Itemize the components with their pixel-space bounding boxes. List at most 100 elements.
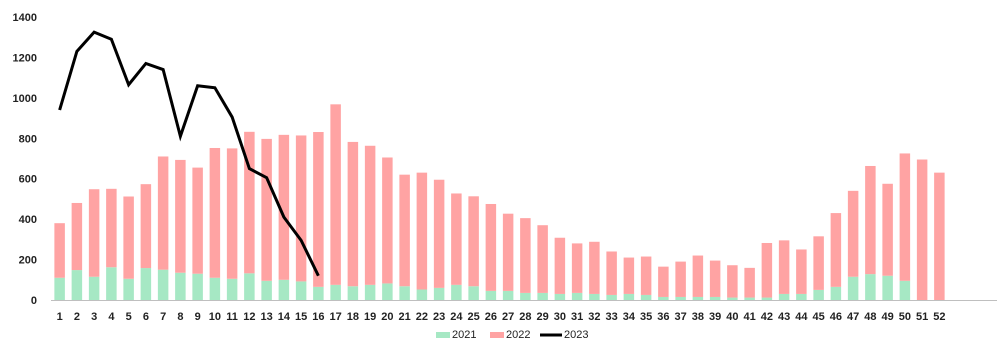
bar-2021-week-35 xyxy=(640,294,652,300)
bar-2021-week-27 xyxy=(502,290,514,300)
bar-2021-week-5 xyxy=(123,278,134,300)
bar-2021-week-37 xyxy=(675,296,686,300)
y-axis-ticks: 0 200 400 600 800 1000 1200 1400 xyxy=(13,12,37,307)
bar-2021-week-17 xyxy=(330,284,341,300)
bar-2022-week-24 xyxy=(451,193,462,285)
bar-2022-week-47 xyxy=(847,190,859,277)
bar-2021-week-22 xyxy=(416,289,428,300)
bar-2022-week-25 xyxy=(468,196,479,287)
x-tick-label: 21 xyxy=(399,311,411,323)
bar-2021-week-38 xyxy=(692,296,704,300)
line-2023 xyxy=(58,30,320,277)
bar-2022-week-2 xyxy=(71,202,83,271)
bar-2021-week-49 xyxy=(882,275,893,300)
bar-2021-week-42 xyxy=(761,297,773,300)
bar-2021-week-45 xyxy=(813,289,824,300)
bar-2021-week-26 xyxy=(485,290,497,300)
bar-2021-week-47 xyxy=(847,276,859,300)
bar-2022-week-51 xyxy=(916,159,928,300)
x-tick-label: 38 xyxy=(692,311,704,323)
x-tick-label: 15 xyxy=(295,311,307,323)
bar-2022-week-50 xyxy=(899,153,911,281)
bar-2022-week-29 xyxy=(537,225,548,293)
bar-2021-week-21 xyxy=(399,286,410,300)
x-tick-label: 6 xyxy=(143,311,149,323)
bar-2022-week-13 xyxy=(261,138,272,281)
x-tick-label: 37 xyxy=(675,311,687,323)
x-tick-label: 32 xyxy=(588,311,600,323)
bar-2022-week-8 xyxy=(175,159,186,273)
bar-2021-week-4 xyxy=(106,267,117,300)
bar-2022-week-39 xyxy=(709,260,721,297)
x-tick-label: 14 xyxy=(278,311,291,323)
x-tick-label: 29 xyxy=(537,311,549,323)
x-tick-label: 22 xyxy=(416,311,428,323)
bar-2022-week-30 xyxy=(554,237,566,294)
bar-2022-week-20 xyxy=(382,157,393,284)
bar-2021-week-50 xyxy=(899,280,911,300)
y-tick-label: 1000 xyxy=(13,93,37,105)
bar-2022-week-33 xyxy=(606,251,617,295)
bar-2021-week-39 xyxy=(709,296,721,300)
bar-2021-week-9 xyxy=(192,273,203,300)
bar-2021-week-7 xyxy=(157,269,169,300)
bar-2021-week-18 xyxy=(347,286,359,300)
bar-2021-week-23 xyxy=(433,287,445,300)
bar-2021-week-41 xyxy=(744,297,755,300)
bar-2021-week-13 xyxy=(261,280,272,300)
y-tick-label: 800 xyxy=(19,133,37,145)
x-tick-label: 42 xyxy=(761,311,773,323)
bar-2022-week-45 xyxy=(813,236,824,290)
legend-label-2021: 2021 xyxy=(452,329,476,341)
x-tick-label: 19 xyxy=(364,311,376,323)
x-tick-label: 3 xyxy=(91,311,97,323)
bar-2022-week-11 xyxy=(226,148,238,279)
x-tick-label: 39 xyxy=(709,311,721,323)
bar-2022-week-6 xyxy=(140,184,152,269)
x-tick-label: 46 xyxy=(830,311,842,323)
x-tick-label: 34 xyxy=(623,311,636,323)
legend-swatch-2021 xyxy=(436,332,450,338)
bar-2022-week-9 xyxy=(192,167,203,274)
y-tick-label: 600 xyxy=(19,174,37,186)
bars-layer xyxy=(54,104,945,300)
x-tick-label: 41 xyxy=(744,311,756,323)
bar-2021-week-24 xyxy=(451,284,462,300)
bar-2021-week-15 xyxy=(295,281,307,300)
bar-2022-week-16 xyxy=(313,132,324,287)
bar-2021-week-30 xyxy=(554,293,566,300)
bar-2022-week-48 xyxy=(865,165,876,275)
bar-2022-week-34 xyxy=(623,257,635,294)
x-tick-label: 35 xyxy=(640,311,652,323)
x-tick-label: 40 xyxy=(726,311,738,323)
x-tick-label: 33 xyxy=(606,311,618,323)
bar-2022-week-17 xyxy=(330,104,341,285)
bar-2021-week-40 xyxy=(727,297,738,300)
bar-2021-week-48 xyxy=(865,274,876,300)
legend: 2021 2022 2023 xyxy=(436,329,588,341)
bar-2021-week-1 xyxy=(54,277,65,300)
x-tick-label: 9 xyxy=(195,311,201,323)
bar-2022-week-5 xyxy=(123,196,134,279)
y-tick-label: 1400 xyxy=(13,12,37,24)
bar-2022-week-32 xyxy=(589,241,600,294)
x-tick-label: 24 xyxy=(450,311,463,323)
bar-2021-week-20 xyxy=(382,283,393,300)
bar-2022-week-19 xyxy=(364,145,376,285)
x-tick-label: 36 xyxy=(657,311,669,323)
x-tick-label: 43 xyxy=(778,311,790,323)
bar-2021-week-34 xyxy=(623,293,635,300)
bar-2022-week-38 xyxy=(692,255,704,297)
bar-2021-week-31 xyxy=(571,292,583,300)
x-tick-label: 4 xyxy=(108,311,115,323)
x-tick-label: 5 xyxy=(126,311,132,323)
x-tick-label: 18 xyxy=(347,311,359,323)
bar-2022-week-22 xyxy=(416,172,428,290)
bar-2022-week-36 xyxy=(658,266,669,297)
bar-2022-week-49 xyxy=(882,183,893,276)
bar-2021-week-25 xyxy=(468,286,479,300)
bar-2022-week-10 xyxy=(209,147,221,278)
x-tick-label: 28 xyxy=(519,311,531,323)
bar-2022-week-3 xyxy=(88,189,100,277)
bar-2022-week-28 xyxy=(520,218,531,293)
